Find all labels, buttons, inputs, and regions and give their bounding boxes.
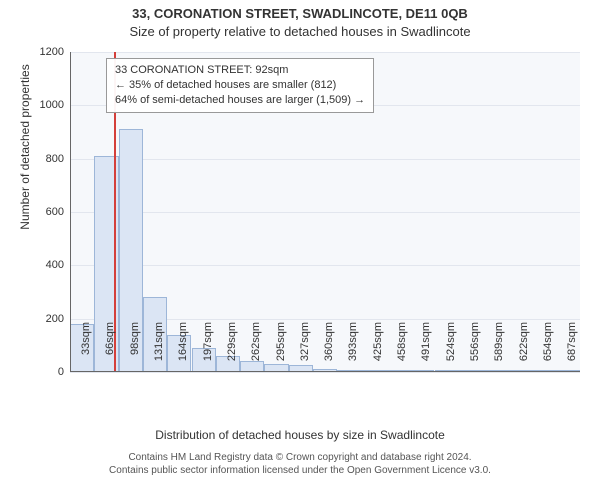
y-tick-label: 800 xyxy=(46,153,70,165)
x-tick-label: 33sqm xyxy=(78,322,92,372)
x-tick-label: 393sqm xyxy=(345,322,359,372)
x-tick-label: 327sqm xyxy=(297,322,311,372)
y-axis-line xyxy=(70,52,71,372)
y-tick-label: 200 xyxy=(46,313,70,325)
y-tick-label: 600 xyxy=(46,206,70,218)
x-tick-label: 524sqm xyxy=(443,322,457,372)
x-tick-label: 164sqm xyxy=(175,322,189,372)
footer-line-2: Contains public sector information licen… xyxy=(0,465,600,478)
x-tick-label: 131sqm xyxy=(151,322,165,372)
x-tick-label: 425sqm xyxy=(370,322,384,372)
y-tick-label: 400 xyxy=(46,259,70,271)
plot-area: 33 CORONATION STREET: 92sqm ← 35% of det… xyxy=(70,52,580,372)
annotation-box: 33 CORONATION STREET: 92sqm ← 35% of det… xyxy=(106,58,374,113)
x-tick-label: 556sqm xyxy=(467,322,481,372)
footer-credits: Contains HM Land Registry data © Crown c… xyxy=(0,452,600,477)
x-tick-label: 98sqm xyxy=(127,322,141,372)
x-axis-label: Distribution of detached houses by size … xyxy=(0,428,600,442)
annotation-line-1: 33 CORONATION STREET: 92sqm xyxy=(115,63,365,78)
y-tick-label: 0 xyxy=(58,366,70,378)
x-tick-label: 491sqm xyxy=(418,322,432,372)
footer-line-1: Contains HM Land Registry data © Crown c… xyxy=(0,452,600,465)
x-tick-label: 622sqm xyxy=(516,322,530,372)
x-tick-label: 687sqm xyxy=(564,322,578,372)
x-tick-label: 360sqm xyxy=(321,322,335,372)
page-title: 33, CORONATION STREET, SWADLINCOTE, DE11… xyxy=(0,6,600,21)
x-tick-label: 197sqm xyxy=(200,322,214,372)
x-tick-label: 262sqm xyxy=(248,322,262,372)
x-tick-label: 229sqm xyxy=(224,322,238,372)
annotation-line-3: 64% of semi-detached houses are larger (… xyxy=(115,93,365,108)
x-tick-label: 66sqm xyxy=(102,322,116,372)
x-axis-line xyxy=(70,371,580,372)
page-subtitle: Size of property relative to detached ho… xyxy=(0,24,600,39)
x-tick-label: 295sqm xyxy=(273,322,287,372)
x-tick-label: 589sqm xyxy=(491,322,505,372)
y-tick-label: 1000 xyxy=(40,99,70,111)
y-axis-label: Number of detached properties xyxy=(18,0,32,307)
x-tick-label: 458sqm xyxy=(394,322,408,372)
y-tick-label: 1200 xyxy=(40,46,70,58)
annotation-line-2: ← 35% of detached houses are smaller (81… xyxy=(115,78,365,93)
chart-container: 33, CORONATION STREET, SWADLINCOTE, DE11… xyxy=(0,0,600,500)
x-tick-label: 654sqm xyxy=(540,322,554,372)
gridline xyxy=(70,372,580,373)
